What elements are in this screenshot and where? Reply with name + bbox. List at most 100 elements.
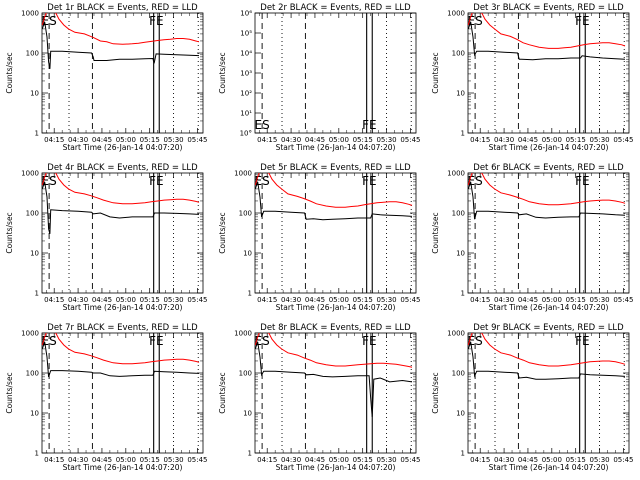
y-tick-label: 1000	[21, 170, 39, 178]
x-tick-label: 05:45	[187, 136, 207, 144]
y-tick-label: 10	[243, 250, 252, 258]
x-tick-label: 05:30	[163, 136, 183, 144]
plot-frame	[467, 12, 630, 134]
panel-3: Det 3r BLACK = Events, RED = LLD 1 10 100 10…	[431, 3, 634, 152]
series-group	[468, 173, 626, 220]
plot-frame	[41, 12, 204, 134]
panel-title: Det 4r BLACK = Events, RED = LLD	[47, 163, 198, 173]
x-tick-label: 05:30	[376, 136, 396, 144]
x-tick-label: 04:45	[92, 296, 112, 304]
y-tick-label: 1000	[447, 170, 465, 178]
panel-9: Det 9r BLACK = Events, RED = LLD 1 10 100 10…	[431, 323, 634, 472]
marker-label-fe: FE	[149, 334, 163, 348]
y-tick-label: 100	[26, 50, 39, 58]
x-tick-label: 05:45	[187, 296, 207, 304]
x-axis-label: Start Time (26-Jan-14 04:07:20)	[489, 143, 609, 152]
x-tick-label: 05:15	[140, 456, 160, 464]
panel-title: Det 9r BLACK = Events, RED = LLD	[473, 323, 624, 333]
y-tick-label: 10	[30, 90, 39, 98]
y-tick-label: 10	[30, 410, 39, 418]
y-tick-label: 1000	[21, 330, 39, 338]
x-tick-label: 04:45	[305, 136, 325, 144]
y-tick-label: 100	[452, 210, 465, 218]
series-group	[42, 13, 200, 69]
x-tick-label: 05:15	[353, 456, 373, 464]
events-series-line	[42, 341, 200, 378]
y-axis-label: Counts/sec	[218, 212, 227, 253]
x-axis-label: Start Time (26-Jan-14 04:07:20)	[63, 143, 183, 152]
x-tick-label: 05:00	[542, 296, 562, 304]
x-tick-label: 05:15	[566, 456, 586, 464]
panel-4: Det 4r BLACK = Events, RED = LLD 1 10 100 10…	[5, 163, 208, 312]
panel-5: Det 5r BLACK = Events, RED = LLD 1 10 100 10…	[218, 163, 421, 312]
x-tick-label: 05:00	[329, 136, 349, 144]
plot-frame	[254, 172, 417, 294]
y-tick-label: 1000	[447, 330, 465, 338]
panel-title: Det 8r BLACK = Events, RED = LLD	[260, 323, 411, 333]
marker-label-fe: FE	[149, 14, 163, 28]
x-tick-label: 05:00	[116, 296, 136, 304]
x-tick-label: 04:15	[257, 456, 277, 464]
series-group	[42, 173, 200, 235]
panel-title: Det 5r BLACK = Events, RED = LLD	[260, 163, 411, 173]
x-axis-label: Start Time (26-Jan-14 04:07:20)	[489, 303, 609, 312]
x-tick-label: 05:45	[613, 296, 633, 304]
y-tick-label: 1	[35, 290, 39, 298]
x-tick-label: 05:15	[566, 296, 586, 304]
x-tick-label: 05:30	[376, 296, 396, 304]
y-tick-label: 10	[243, 410, 252, 418]
x-tick-label: 04:30	[281, 136, 301, 144]
x-axis-label: Start Time (26-Jan-14 04:07:20)	[63, 463, 183, 472]
panel-1: Det 1r BLACK = Events, RED = LLD 1 10 100 10…	[5, 3, 208, 152]
x-tick-label: 04:15	[470, 296, 490, 304]
x-tick-label: 04:30	[281, 456, 301, 464]
x-tick-label: 04:15	[470, 136, 490, 144]
x-tick-label: 05:15	[353, 136, 373, 144]
x-axis-label: Start Time (26-Jan-14 04:07:20)	[276, 463, 396, 472]
lld-series-line	[468, 13, 626, 49]
events-series-line	[255, 181, 413, 221]
x-tick-label: 05:00	[542, 136, 562, 144]
series-group	[468, 13, 626, 61]
x-tick-label: 05:45	[400, 456, 420, 464]
series-group	[255, 333, 413, 417]
panel-title: Det 1r BLACK = Events, RED = LLD	[47, 3, 198, 13]
marker-label-fe: FE	[149, 174, 163, 188]
x-tick-label: 05:30	[589, 456, 609, 464]
plot-frame	[41, 172, 204, 294]
x-tick-label: 05:45	[613, 456, 633, 464]
y-axis-label: Counts/sec	[5, 212, 14, 253]
y-tick-label: 10⁵	[240, 30, 252, 38]
y-tick-label: 10	[456, 250, 465, 258]
y-tick-label: 100	[452, 370, 465, 378]
events-series-line	[468, 21, 626, 61]
x-tick-label: 05:45	[613, 136, 633, 144]
x-tick-label: 04:30	[494, 456, 514, 464]
x-tick-label: 04:15	[44, 456, 64, 464]
x-tick-label: 04:45	[518, 456, 538, 464]
y-tick-label: 10	[30, 250, 39, 258]
y-tick-label: 1	[461, 130, 465, 138]
lld-series-line	[42, 173, 200, 205]
y-tick-label: 1000	[21, 10, 39, 18]
panel-7: Det 7r BLACK = Events, RED = LLD 1 10 100 10…	[5, 323, 208, 472]
y-tick-label: 1000	[234, 330, 252, 338]
y-tick-label: 1	[461, 290, 465, 298]
x-tick-label: 05:00	[329, 456, 349, 464]
lld-series-line	[255, 333, 413, 368]
y-axis-label: Counts/sec	[5, 372, 14, 413]
marker-label-fe: FE	[575, 14, 589, 28]
y-tick-label: 10¹	[240, 110, 252, 118]
x-tick-label: 05:45	[187, 456, 207, 464]
y-tick-label: 1	[35, 130, 39, 138]
x-tick-label: 05:30	[589, 136, 609, 144]
plot-frame	[254, 12, 417, 134]
y-axis-label: Counts/sec	[218, 372, 227, 413]
x-tick-label: 05:45	[400, 296, 420, 304]
events-series-line	[42, 181, 200, 235]
x-tick-label: 05:15	[566, 136, 586, 144]
marker-label-fe: FE	[575, 174, 589, 188]
x-tick-label: 04:45	[518, 136, 538, 144]
marker-label-fe: FE	[362, 118, 376, 132]
x-tick-label: 04:15	[257, 136, 277, 144]
